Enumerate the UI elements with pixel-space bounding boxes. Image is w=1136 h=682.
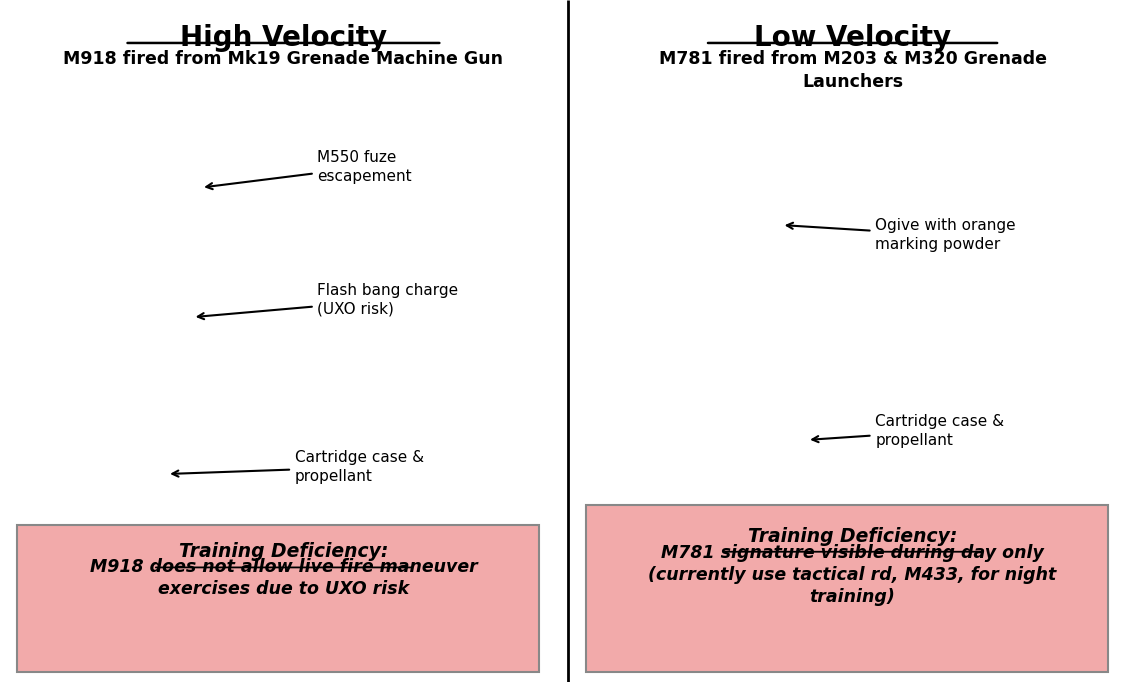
Text: Ogive with orange
marking powder: Ogive with orange marking powder bbox=[787, 218, 1016, 252]
Text: Cartridge case &
propellant: Cartridge case & propellant bbox=[173, 450, 424, 484]
Text: High Velocity: High Velocity bbox=[179, 24, 387, 52]
Text: M781 fired from M203 & M320 Grenade
Launchers: M781 fired from M203 & M320 Grenade Laun… bbox=[659, 50, 1046, 91]
Text: M781 signature visible during day only
(currently use tactical rd, M433, for nig: M781 signature visible during day only (… bbox=[649, 544, 1056, 606]
Text: Cartridge case &
propellant: Cartridge case & propellant bbox=[812, 414, 1004, 448]
Text: Training Deficiency:: Training Deficiency: bbox=[178, 542, 389, 561]
Text: Low Velocity: Low Velocity bbox=[754, 24, 951, 52]
Text: M918 fired from Mk19 Grenade Machine Gun: M918 fired from Mk19 Grenade Machine Gun bbox=[64, 50, 503, 68]
Text: M550 fuze
escapement: M550 fuze escapement bbox=[207, 150, 412, 189]
FancyBboxPatch shape bbox=[17, 525, 538, 672]
Text: M918 does not allow live fire maneuver
exercises due to UXO risk: M918 does not allow live fire maneuver e… bbox=[90, 558, 477, 598]
Text: Training Deficiency:: Training Deficiency: bbox=[747, 527, 958, 546]
FancyBboxPatch shape bbox=[586, 505, 1108, 672]
Text: Flash bang charge
(UXO risk): Flash bang charge (UXO risk) bbox=[198, 283, 459, 319]
